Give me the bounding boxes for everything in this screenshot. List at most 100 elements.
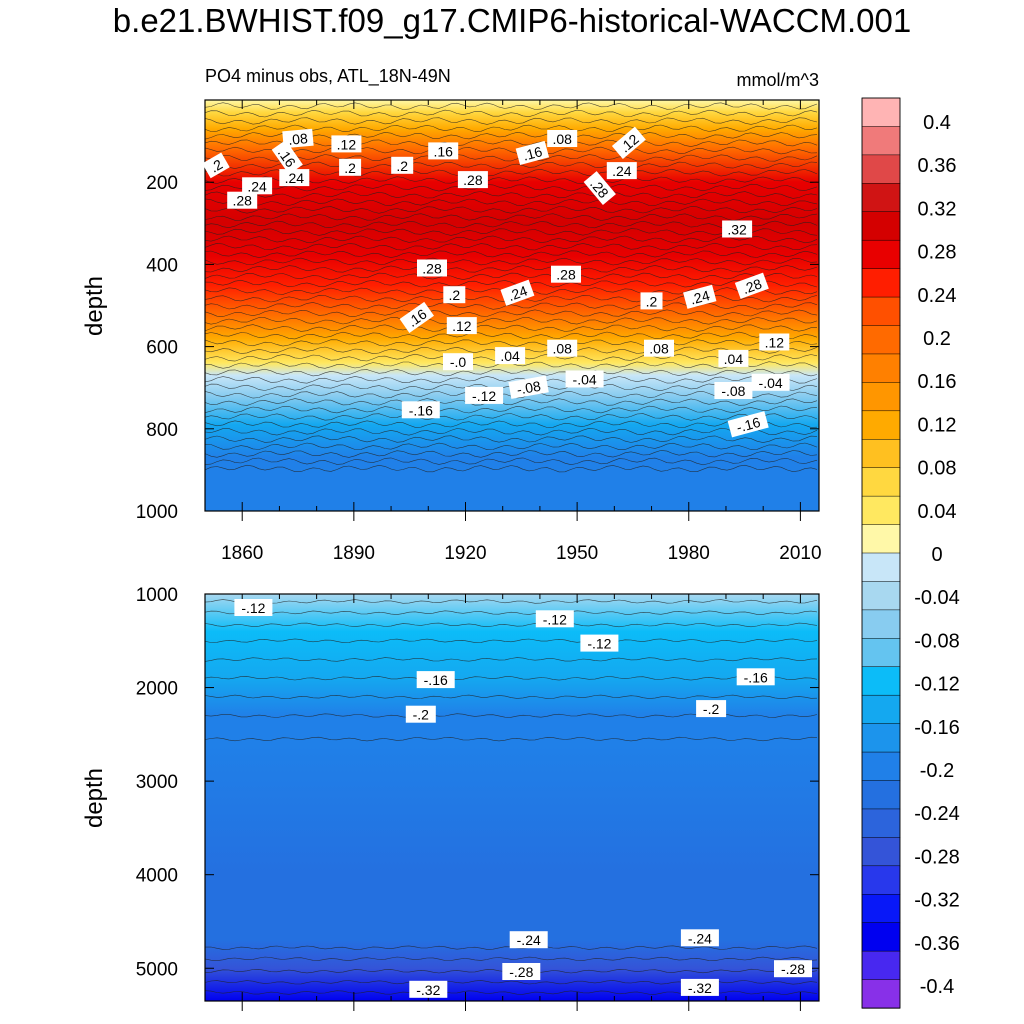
contour-line: [205, 272, 818, 281]
colorbar-label: 0.28: [918, 242, 957, 264]
contour-label-text: .16: [521, 143, 544, 164]
contour-label-text: -.12: [472, 388, 496, 404]
contour-label-box: [202, 152, 230, 179]
contour-label: -.2: [696, 700, 727, 718]
lower-contour-labels: -.12 -.12 -.12 -.16 -.16 -.2 -.2 -.24 -.24 -.28 -.…: [234, 599, 812, 998]
contour-label-box: [547, 339, 578, 357]
contour-line: [205, 102, 818, 110]
colorbar-box: [861, 268, 901, 298]
contour-label-box: [282, 128, 314, 149]
contour-line: [205, 235, 818, 244]
contour-label-box: [551, 265, 581, 283]
contour-label: -.12: [535, 610, 574, 628]
contour-line: [205, 339, 818, 347]
contour-line: [205, 279, 818, 288]
contour-label-text: -.08: [515, 378, 542, 398]
contour-label-text: .08: [649, 341, 669, 357]
contour-label-box: [696, 700, 727, 718]
contour-line: [205, 599, 818, 604]
contour-line: [205, 250, 818, 258]
contour-label: .2: [339, 158, 362, 176]
contour-label-box: [443, 286, 466, 304]
contour-label-text: .24: [506, 282, 530, 304]
contour-label: .28: [417, 259, 447, 277]
x-tick-label: 1890: [333, 543, 375, 564]
colorbar-box: [861, 382, 901, 412]
contour-label-text: .28: [422, 261, 442, 277]
contour-label: .28: [734, 272, 769, 299]
contour-label: .28: [551, 265, 581, 283]
contour-label: -.2: [405, 705, 436, 723]
colorbar-label: 0.36: [918, 155, 957, 177]
contour-label-box: [683, 284, 717, 309]
colorbar-box: [861, 467, 901, 497]
contour-label-text: .12: [337, 136, 357, 152]
colorbar-label: 0.32: [918, 198, 957, 220]
contour-label-box: [580, 634, 619, 652]
contour-label: .12: [331, 135, 362, 153]
contour-label-box: [495, 347, 526, 365]
contour-label-text: .24: [247, 178, 267, 194]
contour-label-text: .08: [552, 131, 572, 147]
colorbar-box: [861, 183, 901, 213]
contour-label-text: -.16: [735, 414, 763, 436]
contour-label-text: -.16: [409, 402, 433, 418]
contour-label: .04: [495, 347, 526, 365]
contour-label: .12: [446, 317, 477, 335]
contour-label-text: -.28: [509, 964, 533, 980]
contour-label: -.04: [565, 370, 604, 388]
colorbar-box: [861, 325, 901, 355]
contour-label: .2: [443, 286, 466, 304]
colorbar-label: 0.08: [918, 458, 957, 480]
contour-label-box: [428, 142, 459, 160]
contour-label: .2: [202, 152, 230, 179]
contour-label-text: .24: [612, 163, 632, 179]
colorbar-label: -0.12: [914, 674, 960, 696]
colorbar-label: -0.32: [914, 890, 960, 912]
colorbar-box: [861, 524, 901, 554]
contour-label-text: -.24: [688, 930, 712, 946]
colorbar-box: [861, 410, 901, 440]
contour-line: [205, 324, 818, 332]
contour-label-box: [680, 978, 719, 996]
colorbar-label: -0.2: [920, 760, 954, 782]
contour-label: -.16: [416, 671, 455, 689]
contour-label: -.12: [234, 599, 273, 616]
contour-label-box: [405, 705, 436, 723]
y-tick-label: 600: [146, 338, 178, 359]
contour-label-box: [718, 349, 749, 367]
contour-line: [205, 457, 818, 466]
contour-label-text: .24: [285, 170, 305, 186]
contour-line: [205, 146, 818, 155]
colorbar-label: -0.4: [920, 976, 954, 998]
colorbar-boxes: [861, 97, 901, 1009]
contour-label-box: [714, 382, 753, 399]
contour-label-text: .2: [448, 287, 460, 303]
colorbar-box: [861, 552, 901, 583]
contour-label-text: .12: [765, 335, 785, 351]
contour-line: [205, 368, 818, 377]
contour-label-box: [640, 292, 663, 310]
contour-label: -.24: [680, 929, 719, 947]
contour-label-text: .12: [452, 318, 472, 334]
colorbar-box: [861, 495, 901, 526]
contour-line: [205, 242, 818, 251]
contour-line: [205, 309, 818, 317]
colorbar-label: 0.24: [918, 285, 957, 307]
contour-line: [205, 427, 818, 436]
colorbar-box: [861, 666, 901, 696]
contour-label-text: .2: [344, 160, 356, 176]
contour-label-text: -.32: [688, 980, 712, 996]
contour-label-box: [271, 140, 303, 175]
contour-label-box: [508, 375, 549, 399]
contour-label: .08: [282, 128, 314, 149]
contour-label: .28: [457, 171, 488, 189]
colorbar-label: 0.4: [923, 112, 951, 134]
contour-label: -.04: [751, 373, 790, 391]
contour-label: -.16: [727, 411, 769, 438]
contour-label: -.12: [580, 634, 619, 652]
colorbar-box: [861, 154, 901, 184]
colorbar-label: -0.28: [914, 846, 960, 868]
upper-plot-frame: [204, 99, 820, 512]
contour-line: [205, 109, 818, 118]
